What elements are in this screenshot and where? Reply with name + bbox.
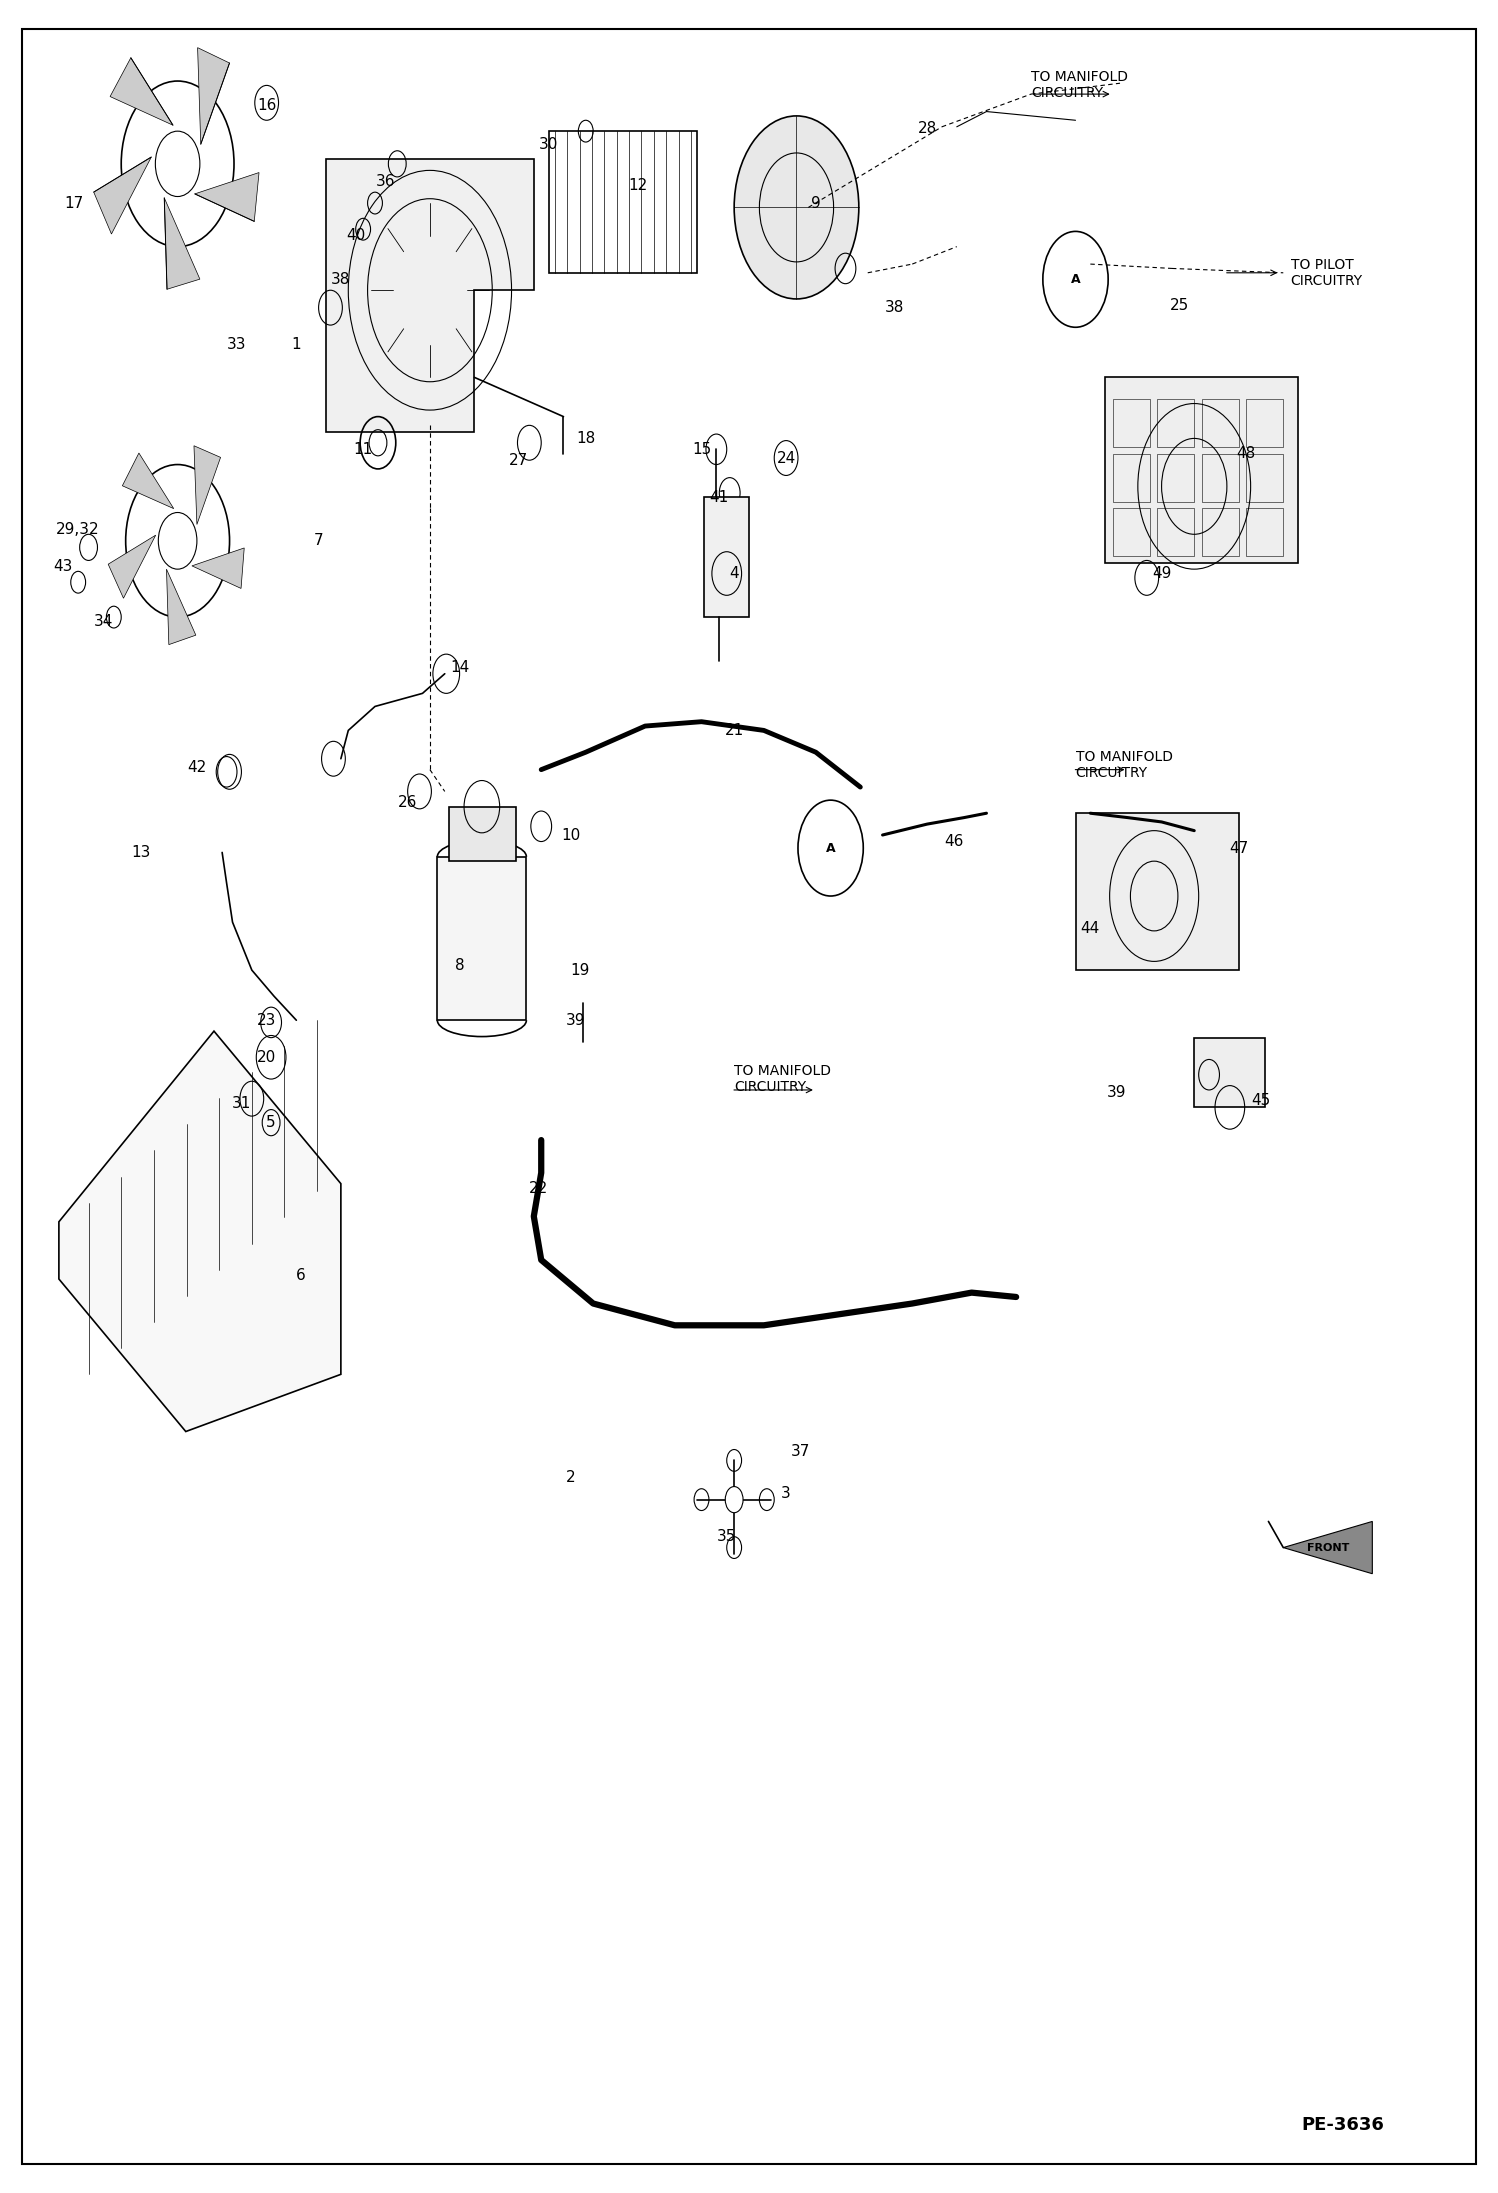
Text: 19: 19: [571, 963, 590, 978]
Polygon shape: [165, 197, 199, 289]
Bar: [548, 132, 697, 272]
Text: 42: 42: [187, 761, 207, 774]
Bar: [1113, 399, 1149, 447]
Bar: [1201, 399, 1239, 447]
Text: A: A: [825, 842, 836, 855]
Polygon shape: [108, 535, 156, 599]
Polygon shape: [166, 570, 196, 645]
Text: 11: 11: [354, 441, 373, 456]
Text: 39: 39: [1107, 1086, 1126, 1099]
Text: TO PILOT
CIRCUITRY: TO PILOT CIRCUITRY: [1291, 259, 1363, 287]
Bar: [1113, 454, 1149, 502]
Polygon shape: [198, 48, 229, 145]
Text: 34: 34: [94, 614, 114, 629]
Text: 21: 21: [725, 724, 745, 737]
Text: 15: 15: [692, 441, 712, 456]
Text: 29,32: 29,32: [57, 522, 100, 537]
Text: 30: 30: [539, 136, 559, 151]
Polygon shape: [1284, 1522, 1372, 1575]
Bar: [1113, 509, 1149, 557]
Text: 37: 37: [791, 1445, 810, 1458]
Bar: [704, 498, 749, 616]
Text: 14: 14: [449, 660, 469, 675]
Text: 10: 10: [562, 827, 581, 842]
Text: 49: 49: [1152, 566, 1171, 581]
Text: A: A: [1071, 272, 1080, 285]
Polygon shape: [193, 445, 220, 524]
Text: 46: 46: [944, 833, 963, 849]
Text: 2: 2: [566, 1469, 575, 1485]
Bar: [1156, 509, 1194, 557]
Text: 45: 45: [1251, 1094, 1270, 1107]
Text: 35: 35: [718, 1529, 737, 1544]
Text: 17: 17: [64, 195, 84, 211]
Bar: [1194, 1037, 1266, 1107]
Text: 27: 27: [509, 452, 529, 467]
Text: 8: 8: [455, 958, 464, 974]
Bar: [1201, 509, 1239, 557]
Text: TO MANIFOLD
CIRCUITRY: TO MANIFOLD CIRCUITRY: [1076, 750, 1173, 781]
Text: 39: 39: [566, 1013, 586, 1029]
Text: 9: 9: [810, 195, 821, 211]
Text: TO MANIFOLD
CIRCUITRY: TO MANIFOLD CIRCUITRY: [734, 1064, 831, 1094]
Text: 12: 12: [628, 178, 647, 193]
Text: 7: 7: [313, 533, 324, 548]
Polygon shape: [94, 158, 151, 235]
Text: PE-3636: PE-3636: [1302, 2116, 1384, 2134]
Polygon shape: [123, 454, 174, 509]
Text: 40: 40: [346, 228, 366, 243]
Text: 43: 43: [54, 559, 73, 575]
Bar: [437, 857, 526, 1020]
Bar: [1246, 509, 1284, 557]
Text: TO MANIFOLD
CIRCUITRY: TO MANIFOLD CIRCUITRY: [1031, 70, 1128, 101]
Text: 1: 1: [292, 338, 301, 353]
Text: 36: 36: [376, 173, 395, 189]
Text: 22: 22: [529, 1180, 548, 1195]
Text: 24: 24: [776, 450, 795, 465]
Bar: [1106, 377, 1299, 564]
Text: 28: 28: [917, 121, 936, 136]
Text: 3: 3: [782, 1485, 791, 1500]
Text: 20: 20: [258, 1050, 276, 1066]
Bar: [1246, 454, 1284, 502]
Text: 26: 26: [398, 794, 418, 809]
Text: 6: 6: [297, 1268, 306, 1283]
Circle shape: [725, 1487, 743, 1513]
Bar: [1156, 399, 1194, 447]
Polygon shape: [58, 1031, 342, 1432]
Text: 13: 13: [130, 844, 150, 860]
Text: 25: 25: [1170, 298, 1189, 314]
Text: 5: 5: [267, 1116, 276, 1129]
Polygon shape: [192, 548, 244, 588]
Bar: [449, 807, 515, 862]
Text: 33: 33: [228, 338, 247, 353]
Text: 38: 38: [331, 272, 351, 287]
Bar: [1076, 814, 1239, 969]
Text: 44: 44: [1080, 921, 1100, 936]
Text: 31: 31: [232, 1096, 252, 1110]
Text: 48: 48: [1236, 445, 1255, 461]
Polygon shape: [195, 173, 259, 221]
Bar: [1201, 454, 1239, 502]
Polygon shape: [109, 57, 172, 125]
Text: 18: 18: [577, 430, 595, 445]
Circle shape: [734, 116, 858, 298]
Text: 41: 41: [710, 489, 730, 504]
Text: 23: 23: [258, 1013, 276, 1029]
Text: 16: 16: [258, 96, 276, 112]
Bar: [1156, 454, 1194, 502]
Text: 38: 38: [885, 300, 905, 316]
Text: 4: 4: [730, 566, 739, 581]
Text: 47: 47: [1230, 840, 1248, 855]
Polygon shape: [327, 160, 533, 432]
Bar: [1246, 399, 1284, 447]
Text: FRONT: FRONT: [1306, 1542, 1350, 1553]
